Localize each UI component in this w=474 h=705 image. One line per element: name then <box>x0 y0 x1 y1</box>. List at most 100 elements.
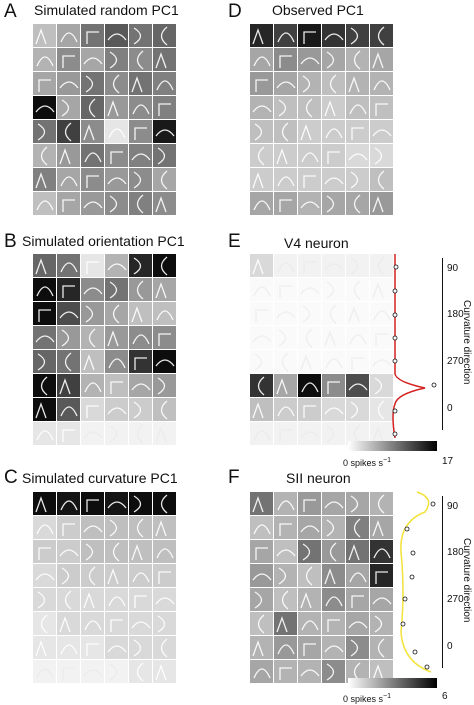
stimulus-cell <box>370 72 393 95</box>
stimulus-shape <box>88 328 96 348</box>
data-point <box>392 431 398 437</box>
shape-grid-c <box>33 492 176 683</box>
stimulus-shape <box>326 663 335 681</box>
stimulus-shape <box>109 51 118 69</box>
stimulus-shape <box>276 148 288 165</box>
stimulus-cell <box>322 168 345 191</box>
stimulus-cell <box>57 660 80 683</box>
stimulus-cell <box>129 326 152 349</box>
stimulus-shape <box>132 334 150 345</box>
stimulus-cell <box>153 326 176 349</box>
stimulus-shape <box>110 381 123 394</box>
stimulus-cell <box>129 96 152 119</box>
stimulus-shape <box>301 152 319 163</box>
tuning-curve-line <box>392 254 426 439</box>
stimulus-cell <box>153 540 176 563</box>
stimulus-cell <box>153 120 176 143</box>
stimulus-cell <box>298 374 321 397</box>
stimulus-cell <box>57 398 80 421</box>
stimulus-cell <box>370 302 393 325</box>
stimulus-cell <box>370 398 393 421</box>
stimulus-shape <box>279 523 292 536</box>
stimulus-shape <box>252 496 264 513</box>
stimulus-cell <box>153 516 176 539</box>
stimulus-shape <box>277 32 295 43</box>
stimulus-cell <box>274 374 297 397</box>
stimulus-shape <box>252 172 264 189</box>
stimulus-shape <box>373 310 391 321</box>
stimulus-shape <box>59 148 71 165</box>
stimulus-shape <box>160 400 168 420</box>
stimulus-cell <box>33 254 56 277</box>
stimulus-cell <box>57 374 80 397</box>
stimulus-cell <box>250 168 273 191</box>
stimulus-shape <box>255 309 268 322</box>
stimulus-shape <box>59 311 79 319</box>
panel-letter-b: B <box>4 231 17 252</box>
stimulus-shape <box>40 146 48 166</box>
stimulus-cell <box>129 588 152 611</box>
stimulus-cell <box>105 612 128 635</box>
stimulus-cell <box>129 120 152 143</box>
stimulus-cell <box>153 96 176 119</box>
stimulus-shape <box>131 383 151 391</box>
stimulus-shape <box>300 57 320 65</box>
stimulus-cell <box>298 24 321 47</box>
stimulus-shape <box>325 128 343 139</box>
stimulus-cell <box>346 374 369 397</box>
colorbar-f-min-label: 0 spikes s−1 <box>343 693 392 704</box>
stimulus-shape <box>107 501 127 509</box>
stimulus-cell <box>81 48 104 71</box>
stimulus-shape <box>279 199 292 212</box>
stimulus-cell <box>81 192 104 215</box>
stimulus-shape <box>38 309 51 322</box>
stimulus-shape <box>374 615 383 633</box>
stimulus-shape <box>326 519 335 537</box>
stimulus-shape <box>278 329 287 347</box>
stimulus-shape <box>281 122 289 142</box>
stimulus-shape <box>253 56 271 67</box>
stimulus-cell <box>81 144 104 167</box>
stimulus-shape <box>60 32 78 43</box>
stimulus-shape <box>374 147 383 165</box>
stimulus-shape <box>35 258 47 275</box>
stimulus-cell <box>81 326 104 349</box>
stimulus-shape <box>351 357 364 370</box>
stimulus-shape <box>35 496 47 513</box>
stimulus-cell <box>81 492 104 515</box>
stimulus-shape <box>351 595 364 608</box>
tuning-curve-line <box>400 491 432 673</box>
stimulus-shape <box>325 596 343 607</box>
stimulus-shape <box>155 129 175 137</box>
stimulus-shape <box>61 567 70 585</box>
stimulus-cell <box>105 72 128 95</box>
stimulus-cell <box>250 72 273 95</box>
stimulus-cell <box>298 192 321 215</box>
stimulus-shape <box>36 668 54 679</box>
stimulus-shape <box>158 571 171 584</box>
tuning-curve-f <box>400 491 436 673</box>
stimulus-shape <box>326 51 335 69</box>
stimulus-shape <box>276 81 296 89</box>
stimulus-cell <box>274 72 297 95</box>
stimulus-shape <box>326 195 335 213</box>
data-point <box>392 335 398 341</box>
stimulus-cell <box>153 24 176 47</box>
stimulus-cell <box>57 144 80 167</box>
stimulus-shape <box>303 261 316 274</box>
stimulus-shape <box>88 566 96 586</box>
stimulus-shape <box>372 359 392 367</box>
stimulus-shape <box>60 176 78 187</box>
stimulus-shape <box>60 500 78 511</box>
stimulus-cell <box>274 168 297 191</box>
stimulus-cell <box>105 96 128 119</box>
stimulus-shape <box>252 335 272 343</box>
data-point <box>392 408 398 414</box>
stimulus-cell <box>153 564 176 587</box>
stimulus-shape <box>254 123 263 141</box>
stimulus-cell <box>81 564 104 587</box>
stimulus-cell <box>322 492 345 515</box>
stimulus-shape <box>353 50 361 70</box>
stimulus-shape <box>109 281 118 299</box>
stimulus-shape <box>157 147 166 165</box>
